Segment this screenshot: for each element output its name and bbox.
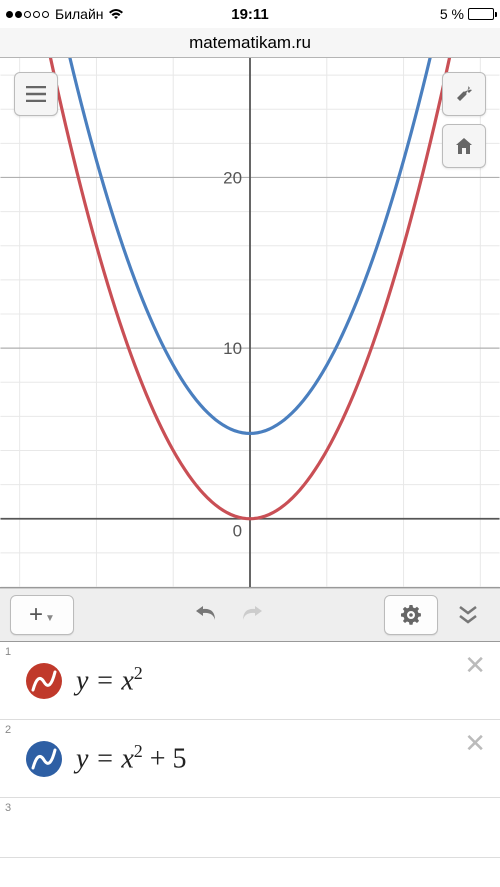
toolbar-settings-button[interactable] xyxy=(384,595,438,635)
signal-strength-icon xyxy=(6,11,49,18)
undo-button[interactable] xyxy=(193,602,219,628)
collapse-button[interactable] xyxy=(446,595,490,635)
expression-row[interactable]: 1 y = x2✕ xyxy=(0,642,500,720)
delete-expression-button[interactable]: ✕ xyxy=(460,728,490,759)
redo-button[interactable] xyxy=(239,602,265,628)
add-expression-button[interactable]: +▼ xyxy=(10,595,74,635)
url-bar[interactable]: matematikam.ru xyxy=(0,28,500,58)
chart-canvas[interactable]: 0 10 20 xyxy=(0,58,500,587)
expression-formula[interactable]: y = x2 + 5 xyxy=(76,741,460,775)
graph-settings-button[interactable] xyxy=(442,72,486,116)
status-left: Билайн xyxy=(6,6,124,22)
status-right: 5 % xyxy=(440,6,494,22)
wifi-icon xyxy=(108,8,124,20)
svg-text:0: 0 xyxy=(233,522,242,541)
chevron-down-icon: ▼ xyxy=(45,613,55,624)
expression-formula[interactable]: y = x2 xyxy=(76,663,460,697)
carrier-label: Билайн xyxy=(55,6,104,22)
expression-swatch-icon[interactable] xyxy=(26,741,62,777)
graph-home-button[interactable] xyxy=(442,124,486,168)
battery-icon xyxy=(468,8,494,20)
graph-area[interactable]: 0 10 20 xyxy=(0,58,500,588)
svg-text:20: 20 xyxy=(223,168,242,187)
expression-index: 1 xyxy=(0,642,22,658)
status-bar: Билайн 19:11 5 % xyxy=(0,0,500,28)
svg-text:10: 10 xyxy=(223,339,242,358)
delete-expression-button[interactable]: ✕ xyxy=(460,650,490,681)
battery-percent: 5 % xyxy=(440,6,464,22)
expression-index: 3 xyxy=(0,798,22,814)
expression-row[interactable]: 3 xyxy=(0,798,500,858)
graph-menu-button[interactable] xyxy=(14,72,58,116)
expression-list: 1y = x2✕2y = x2 + 5✕3 xyxy=(0,642,500,858)
expression-index: 2 xyxy=(0,720,22,736)
expression-swatch-icon[interactable] xyxy=(26,663,62,699)
plus-icon: + xyxy=(29,601,43,629)
expression-toolbar: +▼ xyxy=(0,588,500,642)
undo-redo-group xyxy=(193,602,265,628)
clock: 19:11 xyxy=(231,6,269,23)
expression-row[interactable]: 2 y = x2 + 5✕ xyxy=(0,720,500,798)
